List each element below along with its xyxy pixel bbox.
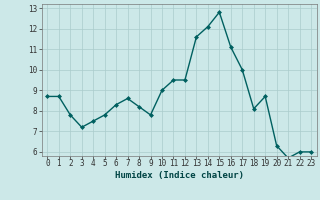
X-axis label: Humidex (Indice chaleur): Humidex (Indice chaleur) bbox=[115, 171, 244, 180]
